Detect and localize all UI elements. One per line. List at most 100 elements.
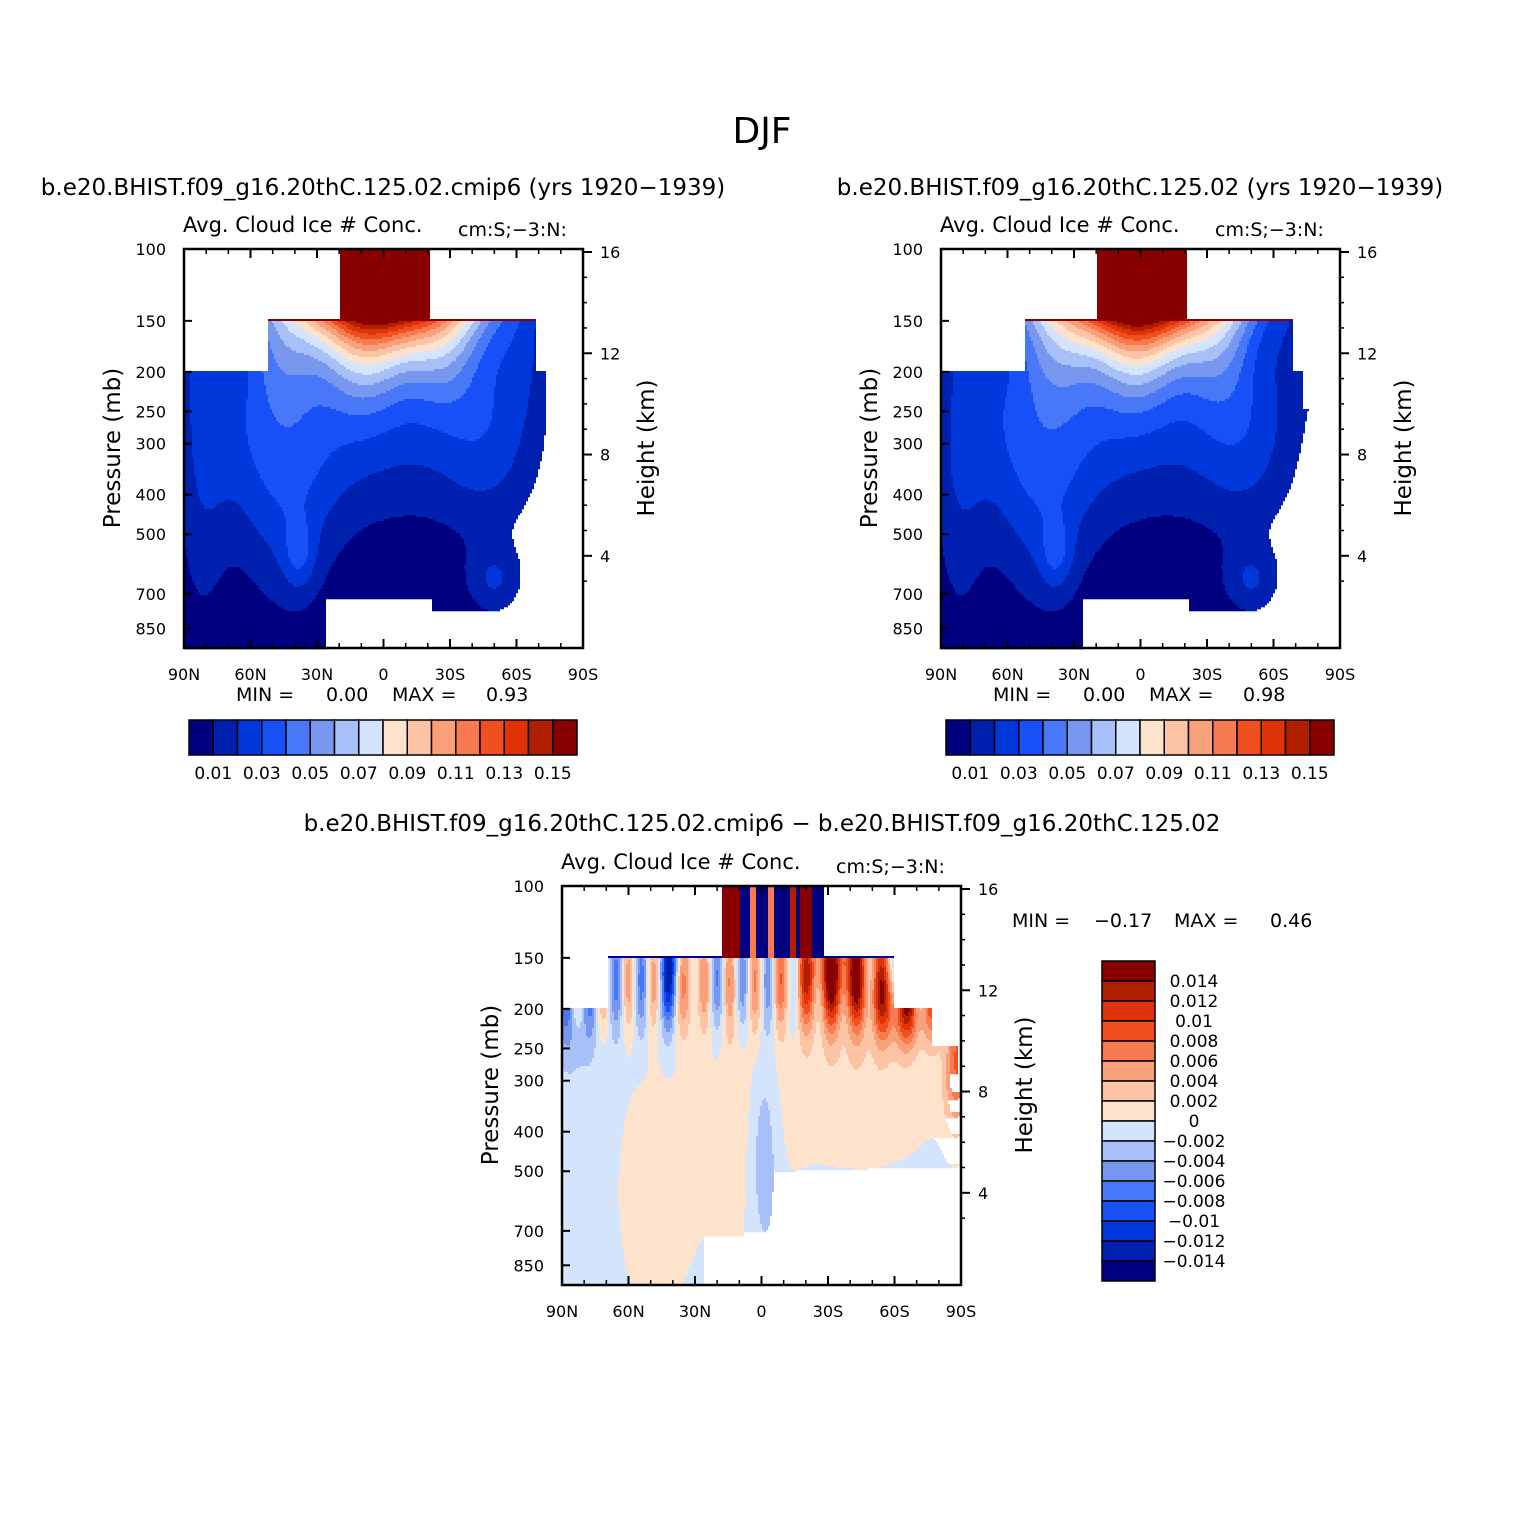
contour-cell	[860, 958, 862, 961]
contour-cell	[768, 910, 774, 913]
contour-cell	[1249, 341, 1261, 344]
contour-cell	[638, 976, 644, 979]
contour-cell	[951, 415, 1003, 418]
contour-cell	[738, 968, 740, 971]
contour-cell	[768, 930, 774, 933]
contour-cell	[778, 968, 784, 971]
contour-cell	[778, 982, 780, 985]
contour-cell	[778, 966, 784, 969]
contour-cell	[352, 339, 394, 342]
contour-cell	[1219, 355, 1235, 358]
contour-cell	[784, 986, 786, 989]
contour-cell	[790, 942, 796, 945]
contour-cell	[252, 453, 330, 456]
contour-cell	[941, 397, 951, 400]
contour-cell	[730, 982, 734, 985]
contour-cell	[652, 968, 656, 971]
contour-cell	[1245, 569, 1257, 572]
contour-cell	[1165, 363, 1187, 366]
contour-cell	[943, 547, 1027, 550]
contour-cell	[1025, 597, 1073, 600]
contour-cell	[886, 974, 888, 977]
contour-cell	[254, 463, 324, 466]
contour-cell	[344, 391, 386, 394]
contour-cell	[816, 970, 820, 973]
contour-cell	[646, 972, 648, 975]
contour-cell	[530, 383, 546, 386]
contour-cell	[1269, 321, 1289, 324]
contour-cell	[1199, 321, 1209, 324]
contour-cell	[286, 545, 308, 548]
contour-cell	[724, 968, 726, 971]
contour-cell	[192, 453, 252, 456]
contour-cell	[826, 978, 838, 981]
contour-cell	[941, 583, 951, 586]
contour-cell	[332, 507, 524, 510]
contour-cell	[750, 918, 756, 921]
contour-cell	[1275, 375, 1303, 378]
contour-cell	[1251, 405, 1277, 408]
contour-cell	[716, 978, 718, 981]
contour-cell	[712, 968, 714, 971]
contour-cell	[706, 960, 708, 963]
contour-cell	[674, 972, 676, 975]
contour-cell	[1275, 439, 1303, 442]
contour-cell	[1235, 603, 1267, 606]
contour-cell	[426, 359, 456, 362]
contour-cell	[876, 978, 878, 981]
contour-cell	[1125, 343, 1149, 346]
contour-cell	[1065, 605, 1083, 608]
contour-cell	[716, 974, 718, 977]
contour-cell	[300, 585, 322, 588]
contour-cell	[434, 341, 448, 344]
contour-cell	[1231, 361, 1243, 364]
contour-cell	[1051, 325, 1063, 328]
contour-cell	[796, 922, 800, 925]
contour-cell	[1031, 391, 1113, 394]
contour-cell	[941, 385, 953, 388]
contour-cell	[798, 984, 800, 987]
contour-cell	[248, 439, 364, 442]
contour-cell	[888, 962, 890, 965]
contour-cell	[264, 373, 286, 376]
contour-cell	[776, 976, 778, 979]
contour-cell	[967, 591, 1019, 594]
contour-cell	[760, 986, 762, 989]
contour-cell	[336, 449, 518, 452]
contour-cell	[770, 966, 772, 969]
contour-cell	[796, 892, 800, 895]
contour-cell	[886, 986, 888, 989]
contour-cell	[248, 435, 376, 438]
contour-cell	[618, 970, 620, 973]
contour-cell	[812, 958, 816, 961]
contour-cell	[1005, 575, 1041, 578]
contour-cell	[288, 555, 308, 558]
contour-cell	[790, 900, 796, 903]
contour-cell	[1061, 509, 1087, 512]
contour-cell	[800, 968, 802, 971]
contour-cell	[618, 962, 620, 965]
contour-cell	[812, 952, 824, 955]
contour-cell	[1237, 383, 1253, 386]
contour-cell	[1103, 543, 1221, 546]
contour-cell	[688, 976, 690, 979]
colorbar-label: 0.11	[437, 764, 475, 784]
contour-cell	[764, 988, 766, 991]
contour-cell	[796, 960, 798, 963]
contour-cell	[800, 972, 802, 975]
contour-cell	[941, 441, 951, 444]
contour-cell	[184, 601, 274, 604]
contour-cell	[484, 329, 496, 332]
contour-cell	[748, 968, 750, 971]
contour-cell	[502, 359, 534, 362]
y-axis-label: Pressure (mb)	[100, 368, 126, 528]
contour-cell	[1171, 345, 1187, 348]
contour-cell	[642, 962, 646, 965]
contour-cell	[770, 964, 772, 967]
contour-cell	[800, 904, 812, 907]
contour-cell	[1065, 533, 1077, 536]
contour-cell	[352, 381, 380, 384]
contour-cell	[468, 589, 518, 592]
contour-cell	[810, 960, 812, 963]
y2-tick-label: 8	[600, 446, 610, 465]
